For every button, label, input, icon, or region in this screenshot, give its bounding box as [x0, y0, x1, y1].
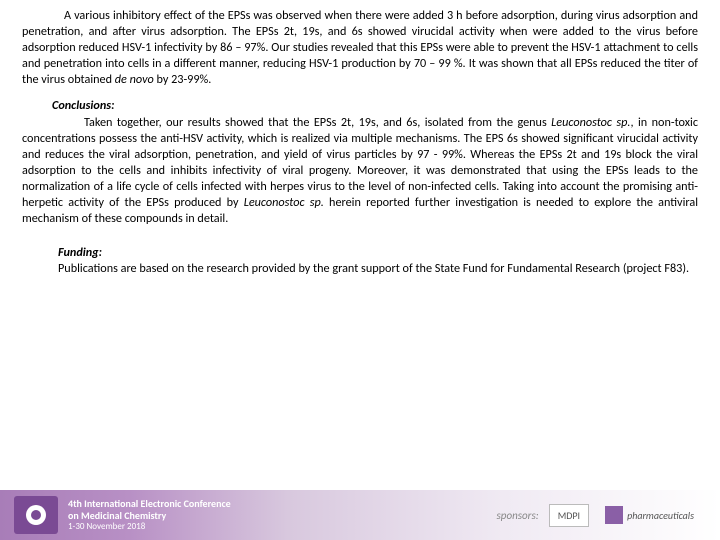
conf-line1: 4th International Electronic Conference: [68, 498, 231, 510]
conclusions-heading: Conclusions:: [52, 98, 114, 113]
document-body: A various inhibitory effect of the EPSs …: [0, 0, 720, 277]
para2-leuconostoc2: Leuconostoc sp.: [244, 195, 324, 210]
conf-line3: 1-30 November 2018: [68, 522, 231, 533]
paragraph-conclusions: Conclusions: Taken together, our results…: [22, 98, 698, 227]
funding-heading: Funding:: [58, 245, 102, 260]
footer-bar: 4th International Electronic Conference …: [0, 490, 720, 540]
sponsors-label: sponsors:: [497, 509, 539, 522]
sponsor-pharmaceuticals: pharmaceuticals: [597, 502, 702, 528]
para3-text: Publications are based on the research p…: [22, 261, 689, 276]
conf-line2: on Medicinal Chemistry: [68, 510, 231, 522]
conference-title: 4th International Electronic Conference …: [68, 498, 231, 533]
para2-leuconostoc1: Leuconostoc sp.: [551, 115, 630, 130]
paragraph-results: A various inhibitory effect of the EPSs …: [22, 8, 698, 88]
para2-lead: Taken together, our results showed that …: [22, 115, 551, 130]
sponsor-mdpi: MDPI: [549, 504, 589, 527]
pharmaceuticals-icon: [605, 506, 623, 524]
paragraph-funding: Funding: Publications are based on the r…: [22, 245, 698, 277]
para1-denovo: de novo: [115, 72, 154, 87]
sponsor-mdpi-label: MDPI: [558, 509, 580, 522]
para1-tail: by 23-99%.: [154, 72, 212, 87]
sponsor-pharm-label: pharmaceuticals: [627, 509, 694, 522]
conference-logo-icon: [14, 496, 58, 534]
